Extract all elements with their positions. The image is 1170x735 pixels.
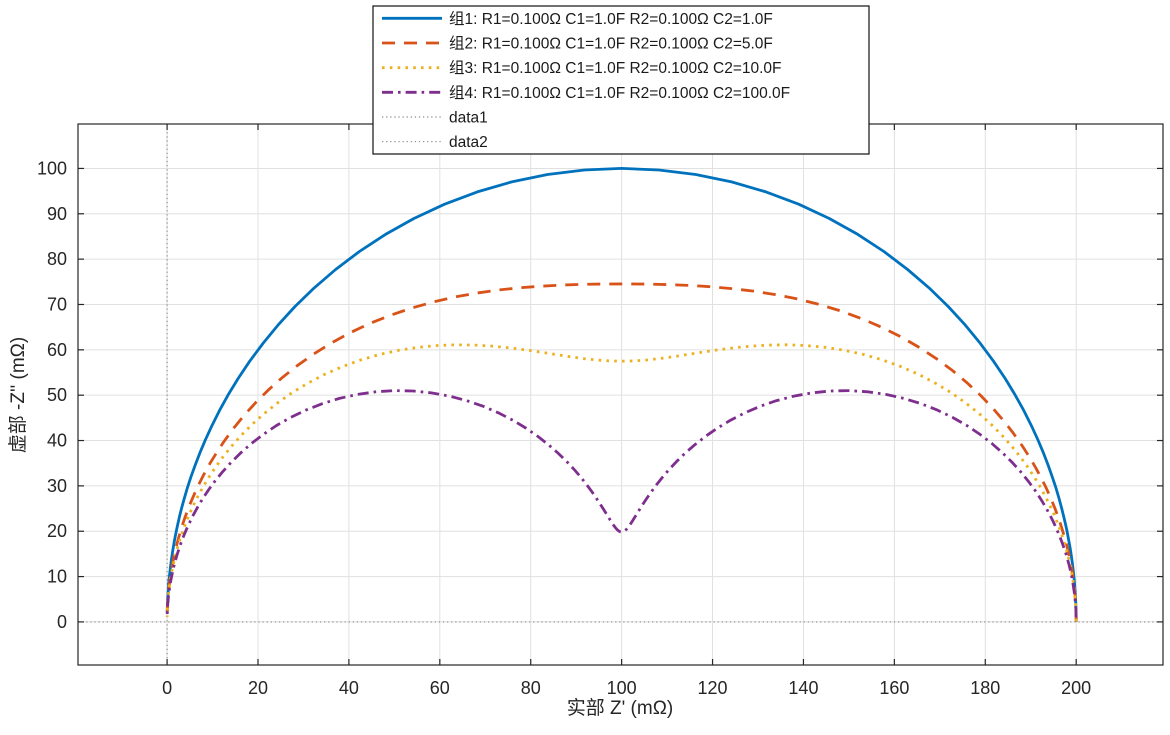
x-tick-label: 200 [1061,678,1091,698]
x-tick-label: 180 [970,678,1000,698]
data-series [165,167,1078,624]
y-tick-label: 0 [57,612,67,632]
legend-entry-label: data1 [449,110,488,127]
x-tick-label: 120 [698,678,728,698]
legend: 组1: R1=0.100Ω C1=1.0F R2=0.100Ω C2=1.0F 组… [372,5,870,155]
y-tick-label: 80 [47,249,67,269]
legend-entry-label: 组4: R1=0.100Ω C1=1.0F R2=0.100Ω C2=100.0… [449,84,790,102]
x-tick-label: 20 [248,678,268,698]
reference-lines [78,124,1163,665]
legend-box [372,5,870,155]
series-curve-组4: [165,389,1078,619]
y-tick-label: 60 [47,340,67,360]
y-tick-label: 10 [47,567,67,587]
grid-lines [78,124,1163,665]
y-tick-label: 30 [47,476,67,496]
y-tick-label: 90 [47,204,67,224]
plot-border [77,123,1164,666]
y-tick-label: 100 [37,158,67,178]
x-tick-label: 100 [607,678,637,698]
x-tick-label: 140 [788,678,818,698]
y-axis-label: 虚部 -Z'' (mΩ) [7,337,29,453]
tick-labels: 0 20 40 60 80 100 120 140 160 180 200 0 10 20 30 40 50 60… [37,158,1091,698]
x-axis-label: 实部 Z' (mΩ) [567,697,673,719]
y-tick-label: 40 [47,431,67,451]
legend-entry-label: 组2: R1=0.100Ω C1=1.0F R2=0.100Ω C2=5.0F [449,35,773,53]
legend-entry-label: 组1: R1=0.100Ω C1=1.0F R2=0.100Ω C2=1.0F [449,10,773,28]
x-tick-label: 60 [430,678,450,698]
y-tick-label: 50 [47,385,67,405]
x-tick-label: 40 [339,678,359,698]
x-tick-label: 160 [879,678,909,698]
y-tick-label: 70 [47,294,67,314]
y-tick-label: 20 [47,521,67,541]
legend-entry-label: data2 [449,134,488,151]
x-tick-label: 0 [162,678,172,698]
x-tick-label: 80 [521,678,541,698]
legend-entry-label: 组3: R1=0.100Ω C1=1.0F R2=0.100Ω C2=10.0F [449,59,782,77]
tick-marks [78,124,1163,665]
